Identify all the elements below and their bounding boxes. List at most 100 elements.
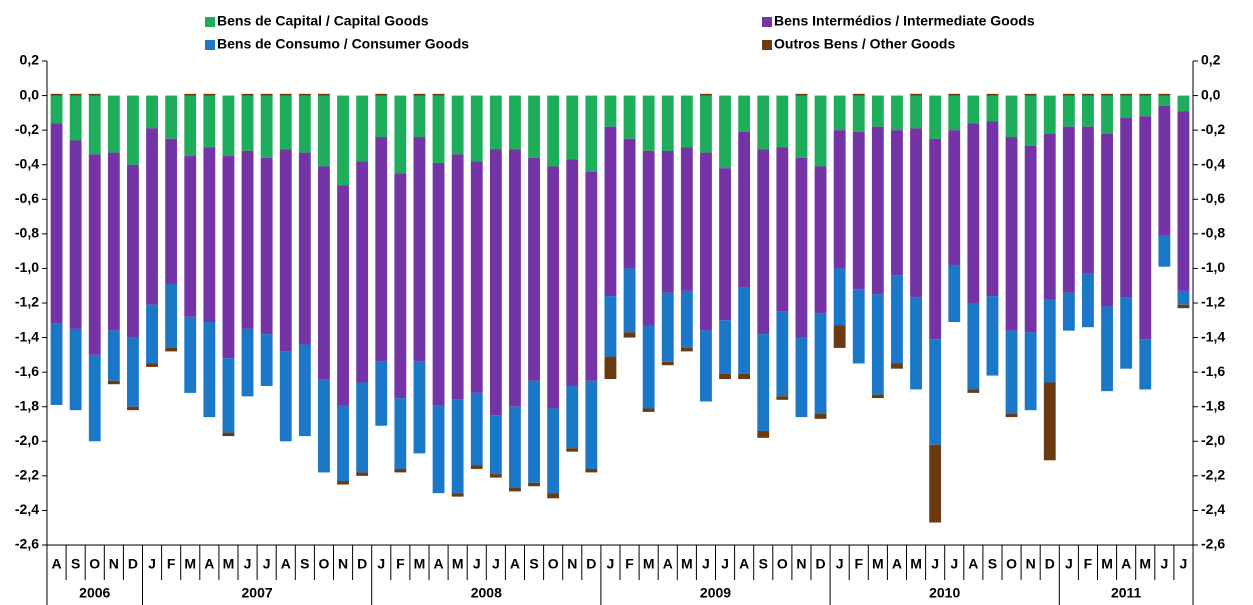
bar-segment xyxy=(107,380,120,385)
x-tick-label: D xyxy=(128,556,138,572)
x-tick-label: M xyxy=(452,556,464,572)
bar-segment xyxy=(451,154,464,400)
bar-segment xyxy=(757,149,770,335)
x-tick-label: O xyxy=(1006,556,1017,572)
y2-tick-label: -1,8 xyxy=(1201,397,1225,413)
bar-segment xyxy=(107,152,120,331)
bar-segment xyxy=(203,322,216,418)
bar-segment xyxy=(298,152,311,345)
bar-segment xyxy=(986,296,999,376)
bar-segment xyxy=(1043,133,1056,300)
bar-segment xyxy=(604,356,617,380)
y-tick-label: -0,2 xyxy=(15,121,39,137)
bar-segment xyxy=(203,95,216,148)
bar-segment xyxy=(871,294,884,395)
bar-segment xyxy=(107,330,120,381)
bar-segment xyxy=(738,373,751,380)
x-tick-label: F xyxy=(167,556,176,572)
x-tick-label: N xyxy=(567,556,577,572)
legend-label: Bens de Capital / Capital Goods xyxy=(217,13,429,29)
bar-segment xyxy=(1120,95,1133,119)
bar-segment xyxy=(1005,413,1018,418)
x-tick-label: M xyxy=(1101,556,1113,572)
x-tick-label: J xyxy=(607,556,615,572)
bar-segment xyxy=(279,149,292,352)
bar-segment xyxy=(69,93,82,96)
x-tick-label: O xyxy=(319,556,330,572)
bar-segment xyxy=(509,95,521,150)
bar-segment xyxy=(241,328,254,397)
bar-segment xyxy=(833,95,846,131)
bar-segment xyxy=(489,95,502,150)
bar-segment xyxy=(279,95,292,150)
year-label: 2008 xyxy=(471,585,502,601)
bar-segment xyxy=(948,93,961,96)
x-tick-label: N xyxy=(109,556,119,572)
bar-segment xyxy=(852,93,865,96)
bar-segment xyxy=(165,283,178,348)
bar-segment xyxy=(394,398,407,469)
bar-segment xyxy=(1062,93,1075,96)
bar-segment xyxy=(814,313,827,414)
bar-segment xyxy=(814,413,827,419)
bar-segment xyxy=(451,399,464,494)
bar-segment xyxy=(948,130,961,265)
bar-segment xyxy=(1139,339,1152,390)
year-label: 2011 xyxy=(1111,585,1142,601)
y2-tick-label: 0,0 xyxy=(1201,86,1221,102)
bar-segment xyxy=(222,95,235,157)
x-tick-label: M xyxy=(184,556,196,572)
x-tick-label: J xyxy=(1160,556,1168,572)
bar-segment xyxy=(146,363,158,367)
bar-segment xyxy=(337,185,349,405)
bar-segment xyxy=(680,347,693,352)
x-tick-label: J xyxy=(1180,556,1188,572)
bar-segment xyxy=(776,311,789,397)
bar-segment xyxy=(1101,306,1113,392)
x-tick-label: S xyxy=(300,556,309,572)
bar-segment xyxy=(489,474,502,478)
year-label: 2006 xyxy=(79,585,110,601)
bar-segment xyxy=(795,95,808,158)
bar-segment xyxy=(432,93,445,96)
bar-segment xyxy=(871,126,884,295)
bar-segment xyxy=(489,149,502,416)
x-tick-label: O xyxy=(89,556,100,572)
bar-segment xyxy=(241,93,254,96)
legend-swatch xyxy=(205,40,215,50)
bar-segment xyxy=(337,95,349,186)
legend-swatch xyxy=(205,17,215,27)
bar-segment xyxy=(279,93,292,96)
x-tick-label: J xyxy=(377,556,385,572)
bar-segment xyxy=(1024,93,1037,96)
y2-tick-label: -2,4 xyxy=(1201,501,1225,517)
bar-segment xyxy=(222,156,235,359)
bar-segment xyxy=(528,95,540,158)
bar-segment xyxy=(814,95,827,167)
bar-segment xyxy=(298,344,311,437)
bar-segment xyxy=(929,95,942,139)
bar-segment xyxy=(260,334,273,386)
bar-segment xyxy=(146,304,158,364)
legend-swatch xyxy=(762,40,772,50)
bar-segment xyxy=(910,297,922,390)
x-tick-label: S xyxy=(988,556,997,572)
bar-segment xyxy=(1158,93,1171,96)
x-tick-label: J xyxy=(473,556,481,572)
x-tick-label: D xyxy=(1045,556,1055,572)
bar-segment xyxy=(127,406,139,411)
bar-segment xyxy=(776,396,789,400)
bar-segment xyxy=(680,147,693,291)
bar-segment xyxy=(566,159,579,386)
x-tick-label: F xyxy=(396,556,405,572)
bar-segment xyxy=(642,95,655,151)
bar-segment xyxy=(241,95,254,151)
x-tick-label: J xyxy=(492,556,500,572)
bar-segment xyxy=(566,385,579,449)
bar-segment xyxy=(451,493,464,497)
bar-segment xyxy=(1024,145,1037,333)
bar-segment xyxy=(1158,105,1171,236)
x-tick-label: A xyxy=(433,556,443,572)
bar-segment xyxy=(642,408,655,412)
